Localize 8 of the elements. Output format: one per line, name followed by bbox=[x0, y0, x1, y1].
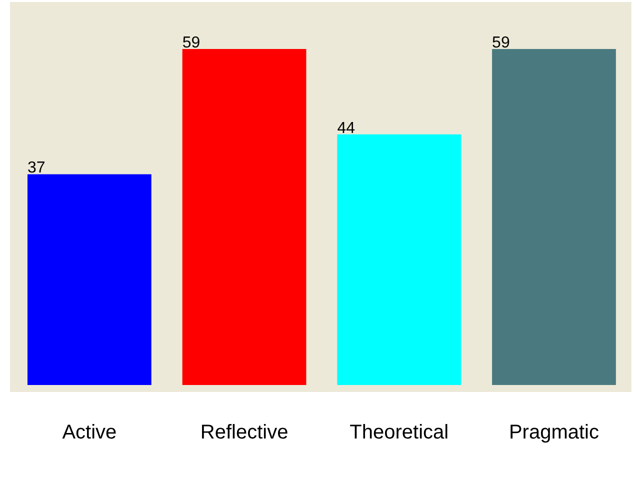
data-label: 37 bbox=[27, 160, 46, 177]
data-label: 59 bbox=[182, 34, 200, 52]
data-label: 44 bbox=[337, 120, 356, 137]
x-tick-label: Pragmatic bbox=[508, 422, 599, 444]
data-label: 59 bbox=[492, 34, 510, 52]
x-tick-label: Reflective bbox=[200, 422, 288, 444]
x-tick-label: Active bbox=[62, 422, 117, 444]
x-tick-label: Theoretical bbox=[350, 422, 449, 444]
